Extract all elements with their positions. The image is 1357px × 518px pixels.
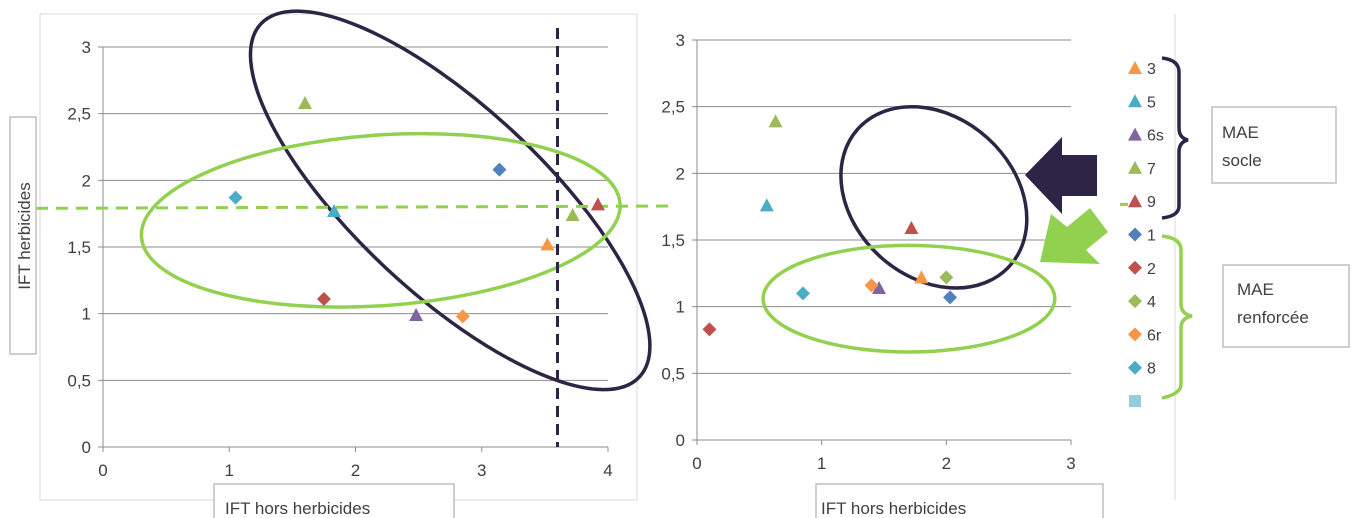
mae-renforcee-line1: MAE (1237, 280, 1274, 299)
left-reference-lines (35, 28, 1136, 447)
mae-renforcee-line2: renforcée (1237, 308, 1309, 327)
mae-socle-box (1211, 106, 1337, 184)
legend-marker-7 (1128, 160, 1142, 174)
legend-marker-1 (1128, 227, 1142, 242)
right-y-tick-label: 2 (676, 164, 685, 183)
legend-label-4: 4 (1147, 294, 1156, 311)
legend-label-3: 3 (1147, 61, 1156, 78)
right-ellipse-1 (839, 104, 1029, 290)
right-ellipse-2 (761, 243, 1057, 354)
right-ellipses (761, 104, 1057, 354)
legend-label-6r: 6r (1147, 327, 1162, 344)
left-x-tick-label: 4 (603, 461, 612, 480)
brace-renforcee (1161, 234, 1193, 400)
left-scatter-chart: 0 0,5 1 1,5 2 2,5 3 0 1 2 3 4 (35, 9, 1136, 480)
right-y-tick-label: 1,5 (661, 231, 685, 250)
left-point-7 (565, 208, 580, 221)
legend-marker-5 (1128, 94, 1142, 108)
legend-marker-9 (1128, 194, 1142, 208)
legend-marker-6s (1128, 127, 1142, 141)
left-x-tick-label: 0 (98, 461, 107, 480)
legend-marker-8 (1128, 360, 1142, 375)
left-point-6s (409, 308, 424, 321)
right-x-tick-label: 0 (692, 454, 701, 473)
left-point-2 (316, 292, 331, 306)
right-y-tick-label: 0,5 (661, 364, 685, 383)
legend-marker-6r (1128, 327, 1142, 342)
arrow-socle (1025, 137, 1097, 214)
right-point-2 (702, 322, 717, 337)
mae-renforcee-box (1222, 264, 1350, 348)
left-y-tick-label: 3 (82, 38, 91, 57)
legend-label-1: 1 (1147, 228, 1156, 245)
right-y-tick-label: 0 (676, 431, 685, 450)
right-point-9 (904, 221, 919, 234)
left-ellipses (139, 9, 652, 392)
left-x-tick-label: 2 (351, 461, 360, 480)
legend-label-8: 8 (1147, 361, 1156, 378)
right-x-tick-label: 3 (1066, 454, 1075, 473)
x-axis-title-left: IFT hors herbicides (225, 499, 370, 518)
right-y-tick-label: 2,5 (661, 98, 685, 117)
left-point-7 (298, 96, 312, 109)
right-point-3 (914, 270, 929, 284)
horizontal-threshold-line (35, 202, 1136, 210)
left-y-tick-label: 1 (82, 305, 91, 324)
brace-socle (1161, 56, 1189, 220)
right-tick-labels: 0 0,5 1 1,5 2 2,5 3 0 1 2 3 (661, 31, 1075, 473)
legend-marker-extra (1129, 395, 1141, 407)
legend-label-5: 5 (1147, 94, 1156, 111)
left-point-5 (327, 204, 342, 217)
left-y-tick-label: 1,5 (67, 238, 91, 257)
y-axis-title: IFT herbicides (15, 182, 34, 289)
left-point-6r (455, 309, 470, 324)
right-x-tick-label: 2 (942, 454, 951, 473)
x-axis-title-right: IFT hors herbicides (821, 499, 966, 518)
arrow-renforcee (1040, 208, 1108, 264)
left-x-tick-label: 3 (477, 461, 486, 480)
right-point-4 (939, 270, 954, 285)
x-axis-title-box-left (213, 483, 455, 518)
left-y-tick-label: 0,5 (67, 371, 91, 390)
legend-label-9: 9 (1147, 194, 1156, 211)
right-point-8 (795, 286, 810, 301)
mae-socle-line1: MAE (1222, 123, 1259, 142)
right-point-6s (872, 281, 887, 294)
left-y-tick-label: 2 (82, 171, 91, 190)
left-point-8 (228, 190, 243, 205)
legend-label-7: 7 (1147, 161, 1156, 178)
right-data-points (702, 114, 958, 337)
left-ellipse-1 (248, 9, 652, 392)
legend-label-6s: 6s (1147, 128, 1164, 145)
right-y-tick-label: 1 (676, 298, 685, 317)
right-point-5 (759, 198, 774, 212)
left-chart-frame (39, 13, 638, 501)
left-point-9 (590, 197, 605, 211)
y-axis-title-box (9, 116, 37, 355)
left-tick-labels: 0 0,5 1 1,5 2 2,5 3 0 1 2 3 4 (67, 38, 612, 480)
left-point-3 (540, 237, 555, 251)
legend: 3 5 6s 7 9 1 2 4 6r 8 (1128, 61, 1164, 407)
mae-socle-line2: socle (1222, 151, 1262, 170)
left-grid (98, 46, 609, 452)
x-axis-title-box-right (815, 483, 1104, 518)
left-data-points (228, 96, 605, 324)
right-point-6r (864, 278, 879, 293)
right-point-7 (768, 114, 783, 128)
right-y-tick-label: 3 (676, 31, 685, 50)
left-y-tick-label: 0 (82, 438, 91, 457)
legend-label-2: 2 (1147, 261, 1156, 278)
left-point-1 (492, 162, 507, 177)
right-x-tick-label: 1 (817, 454, 826, 473)
right-point-1 (943, 290, 958, 305)
legend-marker-3 (1128, 61, 1142, 74)
left-y-tick-label: 2,5 (67, 105, 91, 124)
legend-marker-4 (1128, 294, 1142, 309)
left-ellipse-2 (139, 131, 622, 309)
legend-marker-2 (1128, 260, 1142, 275)
right-grid (692, 39, 1072, 445)
left-x-tick-label: 1 (225, 461, 234, 480)
